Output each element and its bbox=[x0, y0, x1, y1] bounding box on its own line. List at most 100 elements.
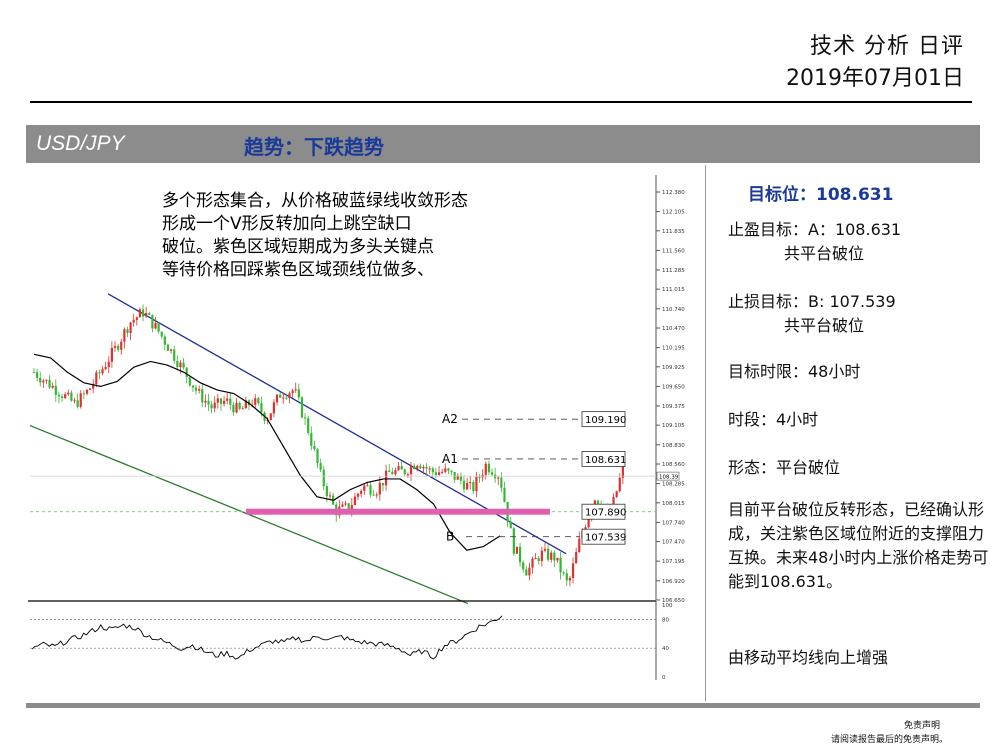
price-tick-label: 111.835 bbox=[662, 229, 685, 235]
candle-body bbox=[232, 404, 235, 413]
candle-body bbox=[244, 400, 247, 409]
candle-body bbox=[434, 472, 438, 475]
candle-body bbox=[117, 345, 120, 350]
candle-body bbox=[191, 385, 195, 388]
candle-body bbox=[285, 397, 288, 399]
candle-body bbox=[503, 487, 506, 502]
candle-body bbox=[568, 577, 572, 581]
candle-body bbox=[98, 372, 101, 374]
candle-body bbox=[322, 469, 325, 487]
candle-body bbox=[497, 477, 500, 479]
candle-body bbox=[307, 418, 310, 434]
take-profit: 止盈目标：A：108.631 bbox=[728, 220, 902, 239]
candle-body bbox=[260, 403, 263, 413]
candle-body bbox=[565, 573, 568, 581]
price-tick-label: 107.195 bbox=[662, 559, 685, 565]
price-tick-label: 111.285 bbox=[662, 268, 685, 274]
candle-body bbox=[275, 394, 279, 403]
candle-body bbox=[219, 398, 223, 404]
annotation-line: 破位。紫色区域短期成为多头关键点 bbox=[162, 237, 434, 257]
candle-body bbox=[459, 475, 462, 481]
candle-body bbox=[416, 465, 419, 470]
candle-body bbox=[151, 314, 154, 329]
candle-body bbox=[182, 362, 185, 368]
candle-body bbox=[353, 496, 357, 505]
stop-loss: 止损目标：B: 107.539 bbox=[728, 292, 896, 311]
candle-body bbox=[469, 482, 472, 484]
candle-body bbox=[397, 466, 400, 471]
candle-body bbox=[95, 372, 98, 385]
candle-body bbox=[515, 546, 519, 554]
candle-body bbox=[596, 500, 600, 505]
candle-body bbox=[145, 312, 148, 317]
candle-body bbox=[547, 548, 550, 560]
level-b-value-box bbox=[581, 528, 626, 545]
candle-body bbox=[381, 482, 385, 486]
candle-body bbox=[138, 309, 142, 318]
candle-body bbox=[279, 394, 282, 398]
candle-body bbox=[288, 393, 291, 399]
candle-body bbox=[213, 402, 216, 409]
candle-body bbox=[226, 398, 229, 401]
candle-body bbox=[294, 389, 297, 391]
price-tick-label: 107.740 bbox=[662, 520, 685, 526]
candle-body bbox=[254, 398, 257, 405]
price-tick-label: 109.105 bbox=[662, 423, 685, 429]
candle-body bbox=[113, 345, 117, 348]
moving-average-line bbox=[33, 353, 501, 551]
candle-body bbox=[403, 469, 406, 475]
candle-body bbox=[88, 388, 92, 390]
candle-body bbox=[550, 552, 553, 560]
candle-body bbox=[531, 558, 534, 568]
candle-body bbox=[441, 471, 444, 473]
candle-body bbox=[229, 398, 232, 405]
top-divider bbox=[30, 101, 972, 103]
candle-body bbox=[462, 480, 466, 490]
candle-body bbox=[409, 465, 413, 475]
candle-body bbox=[444, 468, 447, 472]
currency-pair: USD/JPY bbox=[36, 132, 125, 155]
candle-body bbox=[300, 397, 304, 418]
level-a2-value: 109.190 bbox=[585, 415, 626, 426]
candle-body bbox=[559, 557, 562, 573]
candle-body bbox=[618, 477, 621, 492]
price-tick-label: 111.015 bbox=[662, 287, 685, 293]
annotation-line: 多个形态集合，从价格破蓝绿线收敛形态 bbox=[162, 191, 468, 211]
candle-body bbox=[553, 552, 556, 561]
candle-body bbox=[235, 402, 238, 413]
price-tick-label: 112.380 bbox=[662, 190, 685, 196]
candle-body bbox=[450, 470, 453, 473]
candle-body bbox=[363, 485, 366, 491]
level-b-label: B bbox=[446, 530, 454, 544]
take-profit-note: 共平台破位 bbox=[784, 244, 865, 263]
candle-body bbox=[400, 466, 403, 470]
candle-body bbox=[456, 475, 459, 480]
level-b-value: 107.539 bbox=[585, 533, 626, 544]
candle-body bbox=[272, 402, 276, 414]
candle-body bbox=[42, 380, 45, 383]
candle-body bbox=[587, 517, 590, 528]
price-tick-label: 109.650 bbox=[662, 384, 685, 390]
candle-body bbox=[222, 400, 226, 404]
candle-body bbox=[135, 317, 138, 320]
candle-body bbox=[328, 495, 332, 497]
candle-body bbox=[394, 470, 397, 475]
moving-average-note: 由移动平均线向上增强 bbox=[728, 648, 889, 667]
candle-body bbox=[120, 341, 123, 350]
price-tick-label: 106.920 bbox=[662, 579, 685, 585]
candle-body bbox=[556, 557, 559, 561]
oscillator-tick-label: 100 bbox=[662, 603, 673, 609]
candle-body bbox=[45, 379, 48, 381]
price-tick-label: 109.375 bbox=[662, 404, 685, 410]
candle-body bbox=[369, 485, 372, 495]
candle-body bbox=[185, 367, 188, 378]
price-tick-label: 110.470 bbox=[662, 326, 685, 332]
candle-body bbox=[216, 398, 219, 403]
candle-body bbox=[375, 494, 378, 496]
candle-body bbox=[366, 485, 369, 487]
candle-body bbox=[204, 400, 207, 403]
candle-body bbox=[269, 413, 272, 421]
report-title: 技术 分析 日评 bbox=[810, 34, 964, 59]
candle-body bbox=[388, 470, 391, 473]
candle-body bbox=[198, 389, 201, 391]
